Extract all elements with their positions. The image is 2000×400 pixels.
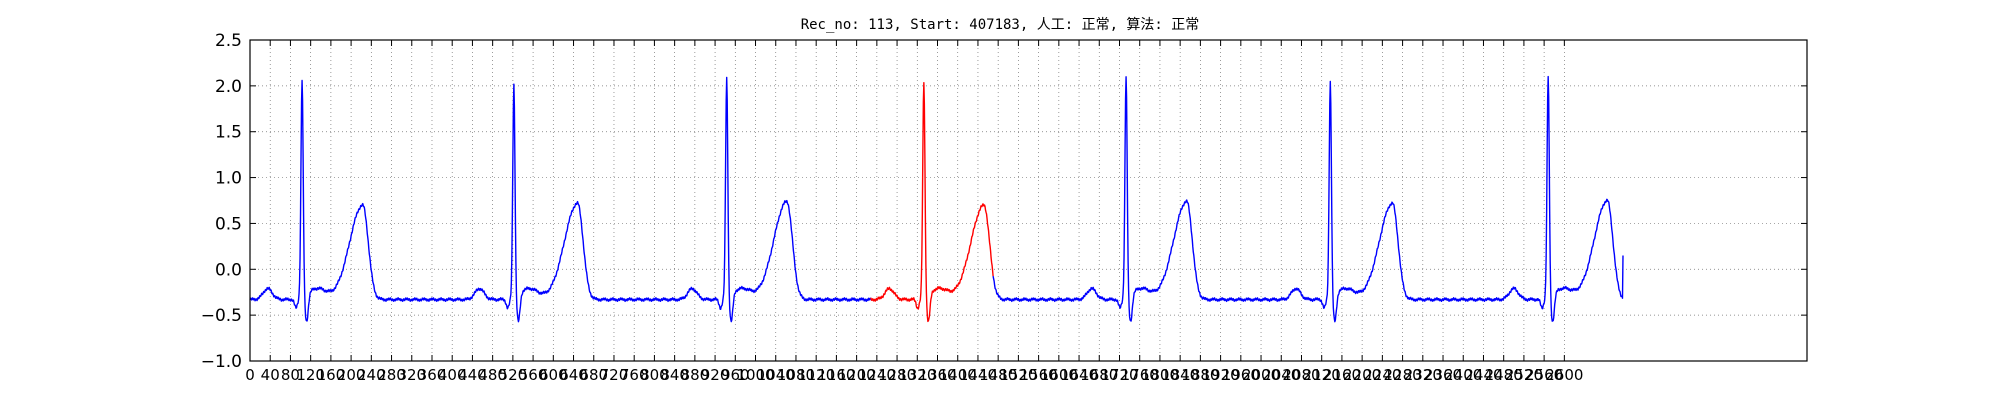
x-tick-label: 320 <box>397 366 426 384</box>
x-tick-label: 1320 <box>898 366 936 384</box>
x-tick-label: 480 <box>478 366 507 384</box>
x-tick-label: 1400 <box>939 366 977 384</box>
x-tick-label: 2240 <box>1363 366 1401 384</box>
x-tick-label: 2080 <box>1282 366 1320 384</box>
x-tick-label: 2440 <box>1464 366 1502 384</box>
x-tick-label: 1480 <box>979 366 1017 384</box>
y-tick-label: 0.5 <box>215 214 242 234</box>
x-tick-label: 600 <box>539 366 568 384</box>
y-tick-label: 1.0 <box>215 169 242 189</box>
x-tick-label: 1720 <box>1100 366 1138 384</box>
axis-ticks: −1.0−0.50.00.51.01.52.02.50 40 80120160200… <box>201 31 1807 384</box>
x-tick-label: 1880 <box>1181 366 1219 384</box>
x-tick-label: 1840 <box>1161 366 1199 384</box>
x-tick-label: 800 <box>640 366 669 384</box>
x-tick-label: 760 <box>620 366 649 384</box>
x-tick-label: 880 <box>681 366 710 384</box>
x-tick-label: 1160 <box>817 366 855 384</box>
x-tick-label: 2320 <box>1404 366 1442 384</box>
plot-frame <box>249 39 1808 362</box>
x-tick-label: 1600 <box>1040 366 1078 384</box>
x-tick-label: 1760 <box>1121 366 1159 384</box>
x-tick-label: 1960 <box>1222 366 1260 384</box>
ecg-series-line <box>992 75 1624 323</box>
x-tick-label: 2200 <box>1343 366 1381 384</box>
y-tick-label: 2.5 <box>215 31 242 51</box>
x-tick-label: 2560 <box>1525 366 1563 384</box>
x-tick-label: 280 <box>377 366 406 384</box>
x-tick-label: 1360 <box>918 366 956 384</box>
x-tick-label: 2520 <box>1505 366 1543 384</box>
x-tick-label: 240 <box>357 366 386 384</box>
y-tick-label: 2.0 <box>215 77 242 97</box>
x-tick-label: 840 <box>660 366 689 384</box>
x-tick-label: 2600 <box>1545 366 1583 384</box>
x-tick-label: 400 <box>438 366 467 384</box>
y-tick-label: −1.0 <box>201 352 242 372</box>
x-tick-label: 2280 <box>1383 366 1421 384</box>
x-tick-label: 1240 <box>858 366 896 384</box>
x-tick-label: 2360 <box>1424 366 1462 384</box>
ecg-series-line <box>249 76 872 323</box>
x-tick-label: 1000 <box>736 366 774 384</box>
x-tick-label: 40 <box>261 366 280 384</box>
x-tick-label: 360 <box>418 366 447 384</box>
x-tick-label: 2480 <box>1485 366 1523 384</box>
x-tick-label: 2040 <box>1262 366 1300 384</box>
x-tick-label: 1280 <box>878 366 916 384</box>
x-tick-label: 2000 <box>1242 366 1280 384</box>
x-tick-label: 1800 <box>1141 366 1179 384</box>
ecg-series-line <box>870 82 994 323</box>
x-tick-label: 2120 <box>1303 366 1341 384</box>
ecg-series-group <box>249 75 1624 323</box>
x-tick-label: 1920 <box>1202 366 1240 384</box>
x-tick-label: 560 <box>519 366 548 384</box>
x-tick-label: 1680 <box>1080 366 1118 384</box>
x-tick-label: 1560 <box>1020 366 1058 384</box>
x-tick-label: 2400 <box>1444 366 1482 384</box>
grid-lines <box>250 40 1807 361</box>
x-tick-label: 680 <box>579 366 608 384</box>
y-tick-label: −0.5 <box>201 306 242 326</box>
x-tick-label: 1520 <box>999 366 1037 384</box>
x-tick-label: 1120 <box>797 366 835 384</box>
x-tick-label: 640 <box>559 366 588 384</box>
x-tick-label: 120 <box>296 366 325 384</box>
x-tick-label: 2160 <box>1323 366 1361 384</box>
x-tick-label: 1200 <box>838 366 876 384</box>
x-tick-label: 1440 <box>959 366 997 384</box>
y-tick-label: 1.5 <box>215 123 242 143</box>
x-tick-label: 200 <box>337 366 366 384</box>
x-tick-label: 960 <box>721 366 750 384</box>
x-tick-label: 1040 <box>757 366 795 384</box>
chart-title: Rec_no: 113, Start: 407183, 人工: 正常, 算法: … <box>801 17 1200 33</box>
x-tick-label: 1640 <box>1060 366 1098 384</box>
x-tick-label: 80 <box>281 366 300 384</box>
x-tick-label: 720 <box>600 366 629 384</box>
x-tick-label: 0 <box>245 366 255 384</box>
x-tick-label: 160 <box>317 366 346 384</box>
x-tick-label: 440 <box>458 366 487 384</box>
x-tick-label: 920 <box>701 366 730 384</box>
y-tick-label: 0.0 <box>215 260 242 280</box>
x-tick-label: 520 <box>499 366 528 384</box>
x-tick-label: 1080 <box>777 366 815 384</box>
